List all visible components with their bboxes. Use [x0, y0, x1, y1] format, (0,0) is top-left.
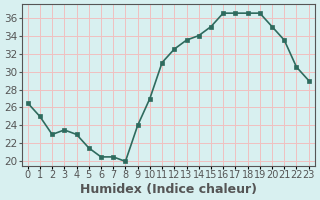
X-axis label: Humidex (Indice chaleur): Humidex (Indice chaleur) [80, 183, 257, 196]
